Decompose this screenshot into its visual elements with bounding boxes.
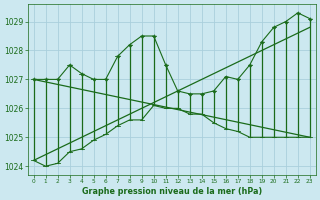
X-axis label: Graphe pression niveau de la mer (hPa): Graphe pression niveau de la mer (hPa) xyxy=(82,187,262,196)
